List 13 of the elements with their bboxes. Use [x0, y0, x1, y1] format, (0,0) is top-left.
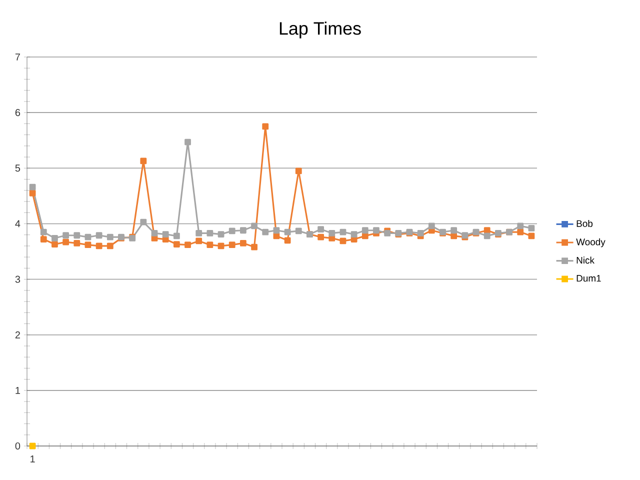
y-tick-label: 6 [15, 109, 20, 116]
y-tick-label: 0 [15, 442, 20, 450]
y-tick-label: 3 [15, 276, 20, 283]
legend-label: Dum1 [576, 275, 601, 282]
chart-title: Lap Times [280, 22, 361, 38]
legend-label: Bob [576, 220, 593, 227]
y-tick-label: 7 [15, 54, 20, 60]
y-tick-label: 4 [15, 220, 20, 228]
y-tick-label: 1 [16, 386, 20, 394]
legend-label: Woody [576, 238, 606, 248]
legend-label: Nick [576, 256, 594, 264]
y-tick-label: 5 [15, 164, 20, 172]
y-tick-label: 2 [15, 331, 20, 338]
